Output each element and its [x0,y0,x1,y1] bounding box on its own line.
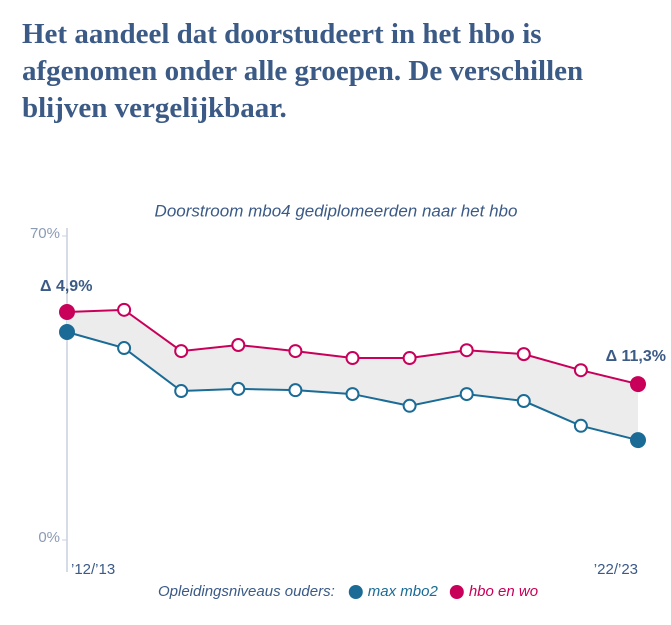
point [345,387,360,402]
point [630,376,646,393]
x-tick-label: ’12/’13 [71,561,115,578]
legend-title: Opleidingsniveaus ouders: [158,583,335,600]
legend-label: max mbo2 [368,583,439,600]
x-tick-label: ’22/’23 [594,561,638,578]
point [345,351,360,366]
y-tick-label: 0% [38,529,60,546]
chart-title: Het aandeel dat doorstudeert in het hbo … [22,18,584,124]
point [459,343,474,358]
chart-subtitle: Doorstroom mbo4 gediplomeerden naar het … [155,201,518,220]
point [231,381,246,396]
point [516,394,531,409]
point [59,323,75,340]
annotation: Δ 11,3% [606,348,666,365]
annotation: Δ 4,9% [40,278,92,295]
point [516,347,531,362]
point [174,384,189,399]
point [573,418,588,433]
y-tick-label: 70% [30,225,60,242]
point [59,304,75,320]
point [573,363,588,378]
legend-swatch [348,585,363,599]
point [117,302,132,317]
legend-label: hbo en wo [469,583,538,600]
point [459,387,474,402]
point [630,432,646,449]
gap-band [67,309,638,441]
point [288,344,303,359]
point [117,341,132,356]
point [231,338,246,353]
legend-swatch [449,585,464,599]
point [402,351,417,366]
point [288,383,303,398]
point [174,344,189,359]
point [402,398,417,413]
